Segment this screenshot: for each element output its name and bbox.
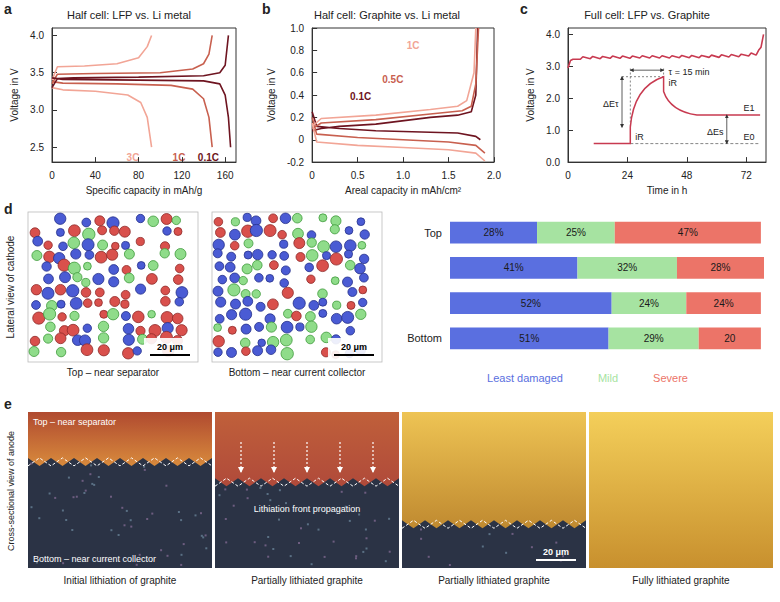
svg-text:20 μm: 20 μm [543,547,569,557]
svg-text:E0: E0 [743,132,754,142]
svg-text:Top: Top [424,227,442,239]
svg-text:2.0: 2.0 [487,170,501,181]
svg-text:τ = 15 min: τ = 15 min [669,67,710,77]
svg-text:4.0: 4.0 [30,30,44,41]
svg-text:Areal capacity in mAh/cm²: Areal capacity in mAh/cm² [345,185,462,196]
svg-text:51%: 51% [519,333,539,344]
svg-text:Top – near separator: Top – near separator [33,417,116,427]
svg-text:24: 24 [622,170,634,181]
svg-text:0: 0 [49,170,55,181]
svg-text:Lithiation front propagation: Lithiation front propagation [254,504,361,514]
svg-text:2.5: 2.5 [30,142,44,153]
svg-text:25%: 25% [566,227,586,238]
svg-text:4.0: 4.0 [546,29,560,40]
svg-text:ΔEs: ΔEs [707,127,724,137]
svg-text:0.4: 0.4 [290,90,304,101]
svg-text:Voltage in V: Voltage in V [9,68,20,122]
svg-text:Voltage in V: Voltage in V [525,68,536,122]
svg-text:2.0: 2.0 [546,93,560,104]
svg-text:Cross-sectional view of anode: Cross-sectional view of anode [6,431,16,551]
svg-text:0: 0 [299,134,305,145]
svg-text:E1: E1 [743,103,754,113]
svg-text:a: a [4,1,12,17]
svg-text:Bottom – near current collecto: Bottom – near current collector [229,367,366,378]
svg-text:0.2: 0.2 [290,112,304,123]
svg-text:32%: 32% [617,262,637,273]
svg-text:72: 72 [741,170,753,181]
svg-text:1.5: 1.5 [442,170,456,181]
svg-text:Lateral view of cathode: Lateral view of cathode [5,235,16,338]
svg-text:0.5: 0.5 [351,170,365,181]
svg-text:160: 160 [217,170,234,181]
svg-text:20 μm: 20 μm [341,342,367,352]
svg-text:20: 20 [724,333,736,344]
svg-text:c: c [520,1,528,17]
svg-text:Fully lithiated graphite: Fully lithiated graphite [632,575,730,586]
svg-text:0.0: 0.0 [546,157,560,168]
svg-text:120: 120 [174,170,191,181]
svg-text:Initial lithiation of graphite: Initial lithiation of graphite [64,575,177,586]
svg-text:1.0: 1.0 [546,125,560,136]
svg-text:Time in h: Time in h [647,185,688,196]
svg-text:Partially lithiated graphite: Partially lithiated graphite [438,575,550,586]
svg-text:48: 48 [681,170,693,181]
svg-text:ΔEτ: ΔEτ [603,99,619,109]
svg-text:Mild: Mild [598,372,618,384]
svg-text:0.5C: 0.5C [382,74,403,85]
svg-text:d: d [4,201,13,217]
svg-text:3C: 3C [127,152,140,163]
svg-text:29%: 29% [644,333,664,344]
svg-text:24%: 24% [714,298,734,309]
svg-text:1C: 1C [407,40,420,51]
svg-text:Partially lithiated graphite: Partially lithiated graphite [251,575,363,586]
svg-text:28%: 28% [484,227,504,238]
svg-text:iR: iR [635,132,644,142]
svg-text:1.0: 1.0 [290,23,304,34]
svg-text:20 μm: 20 μm [157,342,183,352]
svg-text:Voltage in V: Voltage in V [266,68,277,122]
svg-text:-0.2: -0.2 [287,157,305,168]
svg-text:28%: 28% [710,262,730,273]
svg-text:0: 0 [565,170,571,181]
svg-text:Full cell: LFP vs. Graphite: Full cell: LFP vs. Graphite [584,9,710,21]
svg-text:e: e [4,396,12,412]
svg-text:40: 40 [90,170,102,181]
svg-text:Top – near separator: Top – near separator [67,367,160,378]
svg-text:0.1C: 0.1C [350,91,371,102]
svg-text:3.0: 3.0 [546,61,560,72]
svg-text:3.5: 3.5 [30,67,44,78]
svg-text:80: 80 [133,170,145,181]
svg-text:b: b [262,1,271,17]
svg-text:0: 0 [309,170,315,181]
svg-text:Half cell: LFP vs. Li metal: Half cell: LFP vs. Li metal [67,9,191,21]
svg-text:Least damaged: Least damaged [487,372,563,384]
svg-text:Bottom: Bottom [407,332,442,344]
svg-text:3.0: 3.0 [30,104,44,115]
svg-text:0.1C: 0.1C [198,152,219,163]
svg-text:47%: 47% [678,227,698,238]
svg-text:0.6: 0.6 [290,67,304,78]
svg-text:iR: iR [669,78,678,88]
svg-text:24%: 24% [639,298,659,309]
svg-text:Half cell: Graphite vs. Li met: Half cell: Graphite vs. Li metal [314,9,460,21]
svg-text:Specific capacity in mAh/g: Specific capacity in mAh/g [86,185,203,196]
svg-text:1C: 1C [173,152,186,163]
svg-text:52%: 52% [521,298,541,309]
svg-text:1.0: 1.0 [396,170,410,181]
svg-text:Bottom – near current collecto: Bottom – near current collector [33,554,156,564]
svg-text:Severe: Severe [653,372,688,384]
svg-text:0.8: 0.8 [290,45,304,56]
svg-text:41%: 41% [504,262,524,273]
